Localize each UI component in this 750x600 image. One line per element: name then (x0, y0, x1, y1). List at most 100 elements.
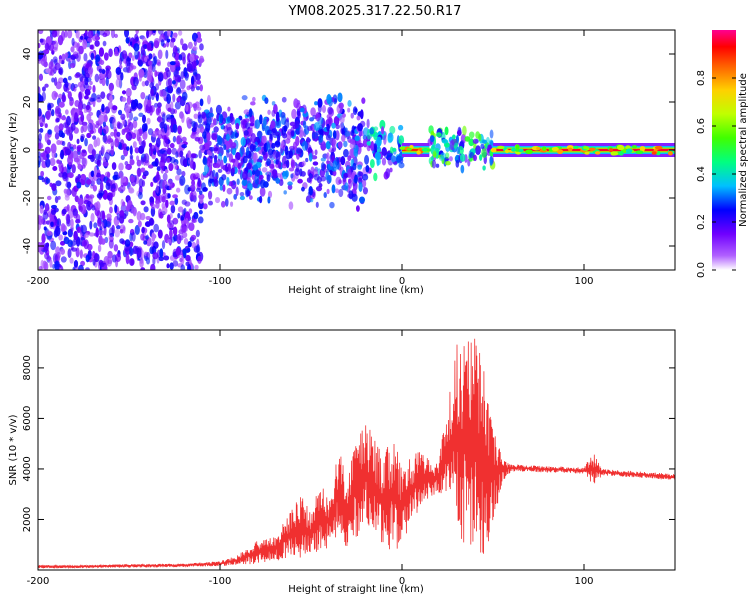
spectral-blob (199, 190, 203, 195)
spectral-blob (94, 73, 100, 83)
spectral-blob (180, 155, 187, 166)
spectral-blob (84, 30, 88, 36)
spectral-blob (525, 149, 533, 154)
spectral-blob (177, 125, 182, 135)
spectral-blob (90, 212, 95, 223)
spectral-blob (381, 147, 387, 156)
spectral-blob (95, 201, 101, 211)
spectral-blob (406, 147, 412, 151)
spectral-blob (73, 157, 80, 163)
spectral-blob (399, 146, 407, 150)
spectral-blob (441, 138, 448, 144)
spectral-blob (635, 150, 644, 155)
spectral-blob (373, 172, 378, 182)
spectral-blob (66, 181, 71, 190)
spectral-blob (353, 149, 358, 157)
spectral-blob (632, 145, 637, 149)
spectral-blob (166, 263, 170, 269)
spectral-blob (169, 61, 176, 66)
spectral-blob (110, 131, 115, 137)
spectral-blob (567, 147, 573, 152)
spectral-blob (115, 78, 122, 88)
spectral-blob (390, 155, 396, 163)
spectral-blob (181, 199, 187, 205)
spectral-blob (462, 125, 467, 136)
spectral-blob (221, 174, 227, 181)
spectral-blob (58, 162, 64, 170)
spectral-blob (625, 148, 633, 154)
spectral-blob (74, 112, 79, 123)
spectral-blob (128, 186, 134, 193)
spectral-blob (551, 146, 559, 152)
spectral-blob (380, 126, 385, 135)
spectral-blob (224, 198, 229, 207)
spectral-blob (69, 257, 74, 264)
spectral-blob (231, 158, 236, 163)
spectral-blob (211, 133, 218, 141)
spectral-blob (106, 256, 113, 267)
spectral-blob (159, 248, 164, 259)
spectral-blob (106, 195, 111, 200)
spectral-blob (261, 135, 267, 144)
spectral-blob (157, 115, 162, 123)
spectral-blob (166, 38, 171, 43)
spectral-blob (61, 115, 67, 121)
spectral-blob (313, 122, 320, 132)
spectral-blob (49, 157, 56, 167)
spectral-blob (174, 74, 181, 82)
spectral-blob (139, 212, 146, 221)
spectral-blob (112, 118, 117, 129)
spectral-blob (267, 109, 271, 115)
y-tick-label: 4000 (22, 456, 33, 481)
spectral-blob (217, 168, 223, 173)
spectral-blob (440, 152, 446, 160)
spectral-blob (38, 215, 44, 226)
spectral-blob (134, 49, 140, 60)
spectral-blob (99, 262, 105, 268)
spectral-blob (140, 267, 146, 270)
spectral-band-core (402, 148, 430, 152)
spectral-blob (284, 170, 289, 178)
spectral-blob (72, 150, 79, 160)
spectral-blob (186, 117, 191, 126)
spectral-blob (93, 222, 98, 229)
spectral-blob (56, 159, 61, 164)
spectral-blob (288, 167, 295, 172)
spectral-blob (98, 68, 103, 74)
spectral-blob (460, 164, 465, 174)
spectral-blob (58, 67, 64, 76)
spectral-blob (147, 128, 154, 136)
spectral-blob (309, 173, 313, 179)
spectral-blob (158, 256, 165, 262)
spectral-blob (54, 125, 60, 134)
spectral-blob (157, 30, 164, 35)
spectral-blob (50, 221, 54, 228)
spectral-blob (176, 97, 181, 103)
spectral-blob (94, 33, 100, 39)
spectral-blob (79, 35, 84, 40)
spectral-blob (255, 178, 260, 185)
spectral-blob (126, 62, 130, 74)
spectral-blob (300, 171, 306, 177)
spectral-blob (46, 230, 52, 237)
spectral-blob (91, 205, 96, 211)
spectral-blob (129, 258, 135, 266)
spectral-blob (64, 52, 69, 58)
spectral-blob (213, 155, 218, 160)
spectral-blob (144, 56, 148, 63)
spectral-blob (95, 54, 101, 63)
spectral-blob (208, 112, 214, 118)
spectral-blob (362, 173, 369, 181)
spectral-blob (96, 210, 101, 220)
spectral-blob (181, 91, 188, 101)
spectral-blob (340, 156, 346, 166)
spectral-blob (325, 141, 331, 150)
spectral-blob (83, 108, 88, 113)
spectral-blob (40, 152, 45, 157)
spectral-blob (84, 137, 88, 147)
spectral-blob (45, 242, 50, 248)
spectral-blob (143, 153, 150, 164)
spectral-blob (344, 160, 351, 169)
spectral-blob (117, 187, 122, 192)
spectral-blob (62, 171, 68, 180)
